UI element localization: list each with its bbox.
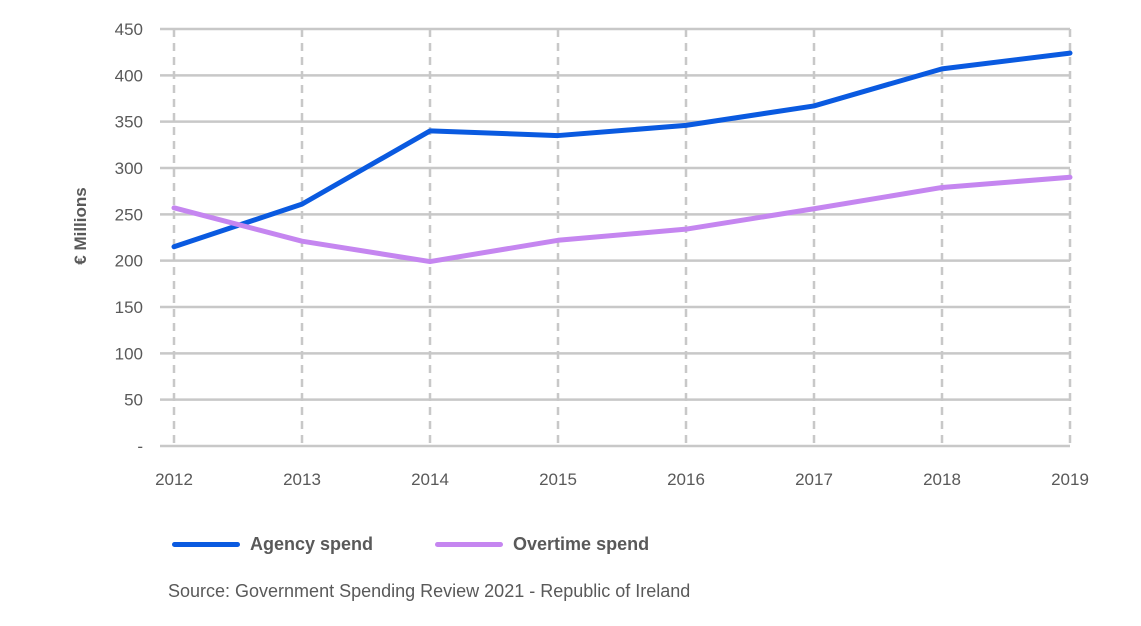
- x-tick-label: 2013: [283, 470, 321, 489]
- y-tick-label: 400: [115, 66, 143, 85]
- y-axis-label: € Millions: [71, 187, 90, 264]
- y-tick-label: -: [137, 437, 143, 456]
- y-tick-label: 250: [115, 205, 143, 224]
- legend-swatch-agency: [172, 542, 240, 547]
- y-tick-label: 350: [115, 113, 143, 132]
- y-tick-label: 150: [115, 298, 143, 317]
- line-chart: - 50 100 150 200 250 300 350 400 450 2012 2013 2014…: [71, 20, 1089, 489]
- vertical-gridlines: [172, 29, 1072, 448]
- series-line-agency-spend: [171, 50, 1073, 250]
- series-lines: [171, 50, 1073, 265]
- legend-item-overtime: Overtime spend: [435, 534, 649, 555]
- x-tick-label: 2017: [795, 470, 833, 489]
- y-tick-label: 50: [124, 391, 143, 410]
- x-tick-label: 2016: [667, 470, 705, 489]
- legend-swatch-overtime: [435, 542, 504, 547]
- x-tick-label: 2019: [1051, 470, 1089, 489]
- y-tick-label: 200: [115, 252, 143, 271]
- series-line-overtime-spend: [171, 174, 1073, 265]
- x-tick-label: 2012: [155, 470, 193, 489]
- y-tick-label: 100: [115, 344, 143, 363]
- x-tick-label: 2018: [923, 470, 961, 489]
- legend: Agency spend Overtime spend: [172, 534, 711, 555]
- y-tick-label: 300: [115, 159, 143, 178]
- horizontal-gridlines: [160, 27, 1070, 448]
- legend-label-overtime: Overtime spend: [513, 534, 650, 554]
- legend-item-agency: Agency spend: [172, 534, 373, 555]
- x-tick-label: 2015: [539, 470, 577, 489]
- y-axis-ticks: - 50 100 150 200 250 300 350 400 450: [115, 20, 143, 456]
- x-axis-ticks: 2012 2013 2014 2015 2016 2017 2018 2019: [155, 470, 1089, 489]
- y-tick-label: 450: [115, 20, 143, 39]
- legend-label-agency: Agency spend: [250, 534, 374, 554]
- x-tick-label: 2014: [411, 470, 449, 489]
- source-note: Source: Government Spending Review 2021 …: [168, 581, 691, 601]
